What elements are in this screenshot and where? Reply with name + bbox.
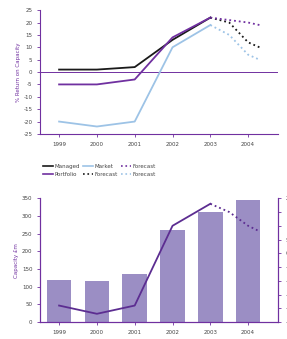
Y-axis label: Capacity £m: Capacity £m	[14, 243, 19, 278]
Bar	[123, 274, 147, 322]
Legend: Managed, Portfolio, Market, Forecast, Forecast, Forecast: Managed, Portfolio, Market, Forecast, Fo…	[43, 164, 156, 177]
Bar	[85, 281, 109, 322]
Bar	[47, 280, 71, 322]
Y-axis label: % Return on Capacity: % Return on Capacity	[16, 42, 21, 102]
Bar	[160, 230, 185, 322]
Bar	[236, 200, 260, 322]
Bar	[198, 213, 223, 322]
